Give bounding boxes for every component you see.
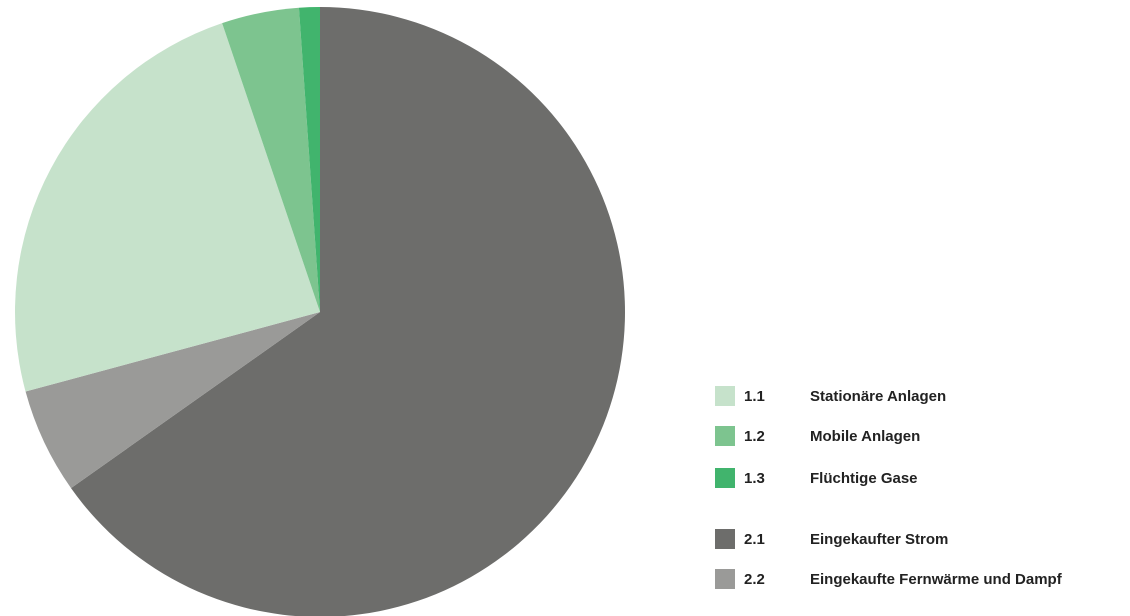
legend-item-1-2: 1.2 Mobile Anlagen (715, 426, 920, 446)
pie-slice-1-2 (222, 7, 320, 312)
legend-swatch-2-1 (715, 529, 735, 549)
legend-item-2-1: 2.1 Eingekaufter Strom (715, 529, 948, 549)
legend-swatch-2-2 (715, 569, 735, 589)
pie-slice-2-1 (71, 7, 626, 616)
legend-label-1-3: Flüchtige Gase (810, 469, 918, 487)
legend-code-1-3: 1.3 (744, 469, 765, 487)
legend-label-2-2: Eingekaufte Fernwärme und Dampf (810, 570, 1062, 588)
pie-slice-1-1 (15, 23, 320, 392)
legend-item-1-1: 1.1 Stationäre Anlagen (715, 386, 946, 406)
legend-item-2-2: 2.2 Eingekaufte Fernwärme und Dampf (715, 569, 1062, 589)
legend-item-1-3: 1.3 Flüchtige Gase (715, 468, 918, 488)
legend-swatch-1-3 (715, 468, 735, 488)
legend-label-1-2: Mobile Anlagen (810, 427, 921, 445)
legend-swatch-1-2 (715, 426, 735, 446)
pie-slice-1-3 (298, 7, 320, 312)
legend-label-1-1: Stationäre Anlagen (810, 387, 947, 405)
pie-slice-2-2 (25, 312, 321, 489)
legend-code-1-2: 1.2 (744, 427, 765, 445)
legend-code-1-1: 1.1 (744, 387, 765, 405)
legend-swatch-1-1 (715, 386, 735, 406)
legend-label-2-1: Eingekaufter Strom (810, 530, 949, 548)
legend-code-2-1: 2.1 (744, 530, 765, 548)
legend-code-2-2: 2.2 (744, 570, 765, 588)
